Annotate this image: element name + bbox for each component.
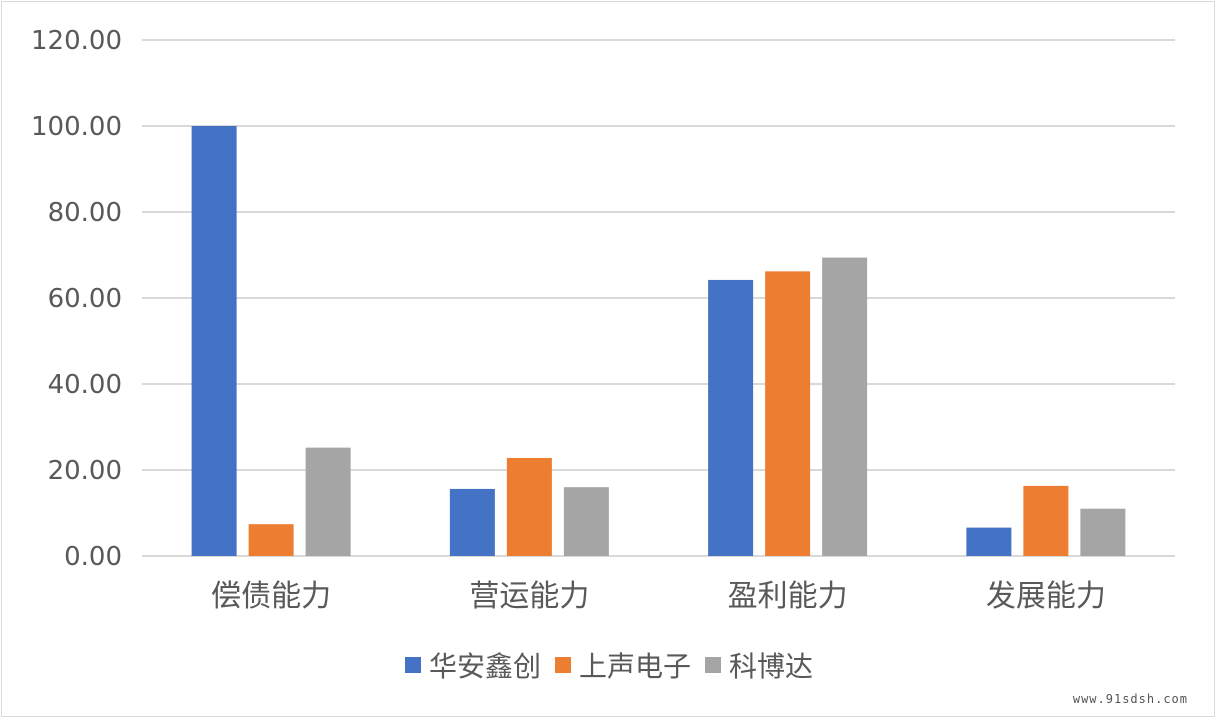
y-tick-label: 60.00 bbox=[48, 284, 122, 314]
legend-swatch bbox=[554, 657, 571, 673]
bar-3-1 bbox=[1023, 485, 1069, 556]
legend-label: 上声电子 bbox=[578, 650, 691, 683]
y-tick-label: 40.00 bbox=[48, 370, 122, 400]
bar-0-0 bbox=[191, 126, 237, 556]
bar-3-2 bbox=[1080, 508, 1126, 556]
y-tick-label: 20.00 bbox=[48, 456, 122, 486]
legend-item-1: 上声电子 bbox=[554, 645, 691, 685]
bar-2-0 bbox=[708, 279, 754, 556]
x-tick-label: 营运能力 bbox=[469, 579, 589, 614]
watermark: www.91sdsh.com bbox=[1072, 692, 1188, 706]
bar-1-0 bbox=[449, 488, 495, 556]
bar-0-1 bbox=[248, 524, 294, 556]
x-tick-label: 偿债能力 bbox=[211, 579, 331, 614]
bar-3-0 bbox=[966, 527, 1012, 556]
bar-1-2 bbox=[563, 487, 609, 556]
bar-0-2 bbox=[305, 447, 351, 556]
legend-item-2: 科博达 bbox=[705, 645, 813, 685]
x-tick-label: 盈利能力 bbox=[728, 579, 848, 614]
legend-swatch bbox=[705, 657, 721, 673]
bar-chart: 0.00 20.00 40.00 60.00 80.00 100.00 120.00 偿债能… bbox=[31, 26, 1175, 614]
y-tick-label: 80.00 bbox=[48, 198, 122, 228]
y-tick-label: 120.00 bbox=[31, 26, 122, 56]
x-tick-label: 发展能力 bbox=[986, 579, 1106, 614]
legend: 华安鑫创 上声电子 科博达 bbox=[0, 643, 1218, 687]
legend-label: 华安鑫创 bbox=[428, 650, 541, 683]
bars bbox=[191, 126, 1126, 556]
y-tick-label: 100.00 bbox=[31, 112, 122, 142]
bar-1-1 bbox=[506, 457, 552, 556]
bar-2-2 bbox=[822, 257, 868, 556]
legend-swatch bbox=[404, 657, 421, 673]
bar-2-1 bbox=[765, 271, 811, 556]
gridlines bbox=[142, 39, 1175, 557]
legend-item-0: 华安鑫创 bbox=[404, 645, 541, 685]
y-axis-tick-labels: 0.00 20.00 40.00 60.00 80.00 100.00 120.00 bbox=[31, 26, 122, 572]
legend-label: 科博达 bbox=[729, 650, 814, 683]
y-tick-label: 0.00 bbox=[64, 542, 122, 572]
x-axis-tick-labels: 偿债能力 营运能力 盈利能力 发展能力 bbox=[211, 579, 1106, 614]
